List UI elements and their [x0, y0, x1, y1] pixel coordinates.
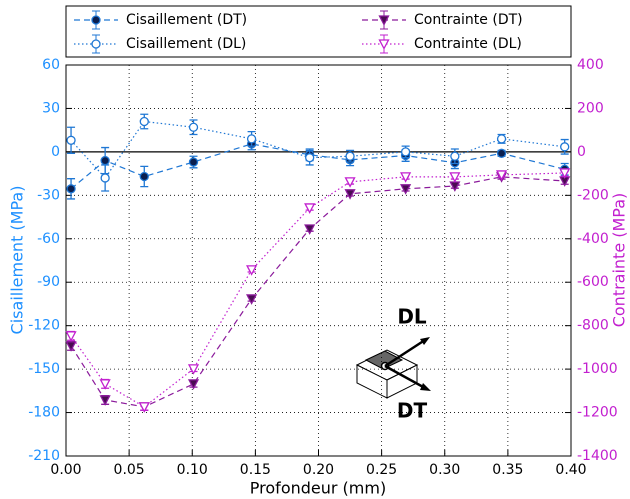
legend-marker — [378, 15, 390, 26]
legend-label: Contrainte (DT) — [414, 12, 523, 28]
legend-frame — [65, 5, 572, 58]
x-tick-label: 0.40 — [555, 462, 586, 478]
y2-axis-label: Contrainte (MPa) — [610, 193, 629, 328]
marker — [246, 294, 258, 305]
marker — [305, 153, 315, 163]
marker — [139, 171, 149, 182]
legend-label: Contrainte (DL) — [414, 36, 522, 52]
marker — [345, 151, 355, 161]
annotation: DT — [397, 399, 428, 423]
marker — [559, 168, 571, 179]
y-tick-label: -210 — [28, 448, 60, 464]
legend-marker — [91, 39, 101, 49]
marker — [344, 177, 356, 188]
marker — [304, 203, 316, 214]
x-tick-label: 0.20 — [303, 462, 334, 478]
marker — [100, 155, 110, 166]
x-tick-label: 0.25 — [366, 462, 397, 478]
orientation-diagram: DL DT — [355, 305, 431, 423]
y2-tick-label: -600 — [577, 274, 609, 290]
y-tick-label: -180 — [28, 405, 60, 421]
marker — [65, 331, 77, 342]
marker — [344, 189, 356, 200]
plot-frame — [65, 64, 572, 457]
marker — [304, 224, 316, 235]
marker — [139, 116, 149, 127]
y-tick-label: -90 — [37, 274, 60, 290]
series-line — [70, 176, 565, 408]
legend-label: Cisaillement (DT) — [126, 12, 247, 28]
y-tick-label: 0 — [51, 144, 60, 160]
marker — [449, 172, 461, 183]
y-tick-label: 60 — [42, 57, 60, 73]
marker — [246, 265, 258, 276]
y-tick-label: -30 — [37, 187, 60, 203]
x-tick-label: 0.00 — [50, 462, 81, 478]
y2-tick-label: 200 — [577, 100, 604, 116]
y2-tick-label: -1000 — [577, 361, 618, 377]
marker — [496, 134, 507, 144]
y2-tick-label: -200 — [577, 187, 609, 203]
y2-tick-label: 400 — [577, 57, 604, 73]
x-tick-label: 0.35 — [492, 462, 523, 478]
y-tick-label: -60 — [37, 231, 60, 247]
marker — [188, 122, 199, 132]
y2-tick-label: -1400 — [577, 448, 618, 464]
marker — [65, 341, 77, 352]
x-tick-label: 0.10 — [177, 462, 208, 478]
y-tick-label: -120 — [28, 318, 60, 334]
marker — [187, 379, 200, 390]
series-line — [70, 172, 565, 408]
series-line — [70, 143, 565, 190]
marker — [450, 151, 460, 161]
y-axis-label: Cisaillement (MPa) — [8, 186, 27, 335]
legend-marker — [91, 15, 101, 25]
marker — [66, 184, 76, 194]
series-line — [70, 120, 565, 179]
marker — [495, 170, 508, 181]
marker — [100, 173, 110, 183]
y2-tick-label: -800 — [577, 318, 609, 334]
y-tick-label: -150 — [28, 361, 60, 377]
x-tick-label: 0.30 — [429, 462, 460, 478]
marker — [400, 172, 412, 183]
x-axis-label: Profondeur (mm) — [250, 479, 386, 498]
y2-tick-label: -400 — [577, 231, 609, 247]
y2-tick-label: 0 — [577, 144, 586, 160]
marker — [188, 157, 199, 167]
marker — [496, 148, 507, 158]
marker — [560, 142, 570, 152]
x-tick-label: 0.15 — [240, 462, 271, 478]
y2-tick-label: -1200 — [577, 405, 618, 421]
marker — [400, 147, 411, 157]
annotation: DL — [397, 305, 427, 329]
marker — [99, 379, 111, 390]
legend-marker — [378, 39, 390, 50]
marker — [187, 364, 200, 375]
legend-label: Cisaillement (DL) — [126, 36, 246, 52]
marker — [246, 134, 257, 144]
marker — [449, 181, 461, 192]
marker — [66, 135, 76, 145]
x-tick-label: 0.05 — [114, 462, 145, 478]
marker — [400, 184, 412, 195]
marker — [99, 395, 111, 406]
y-tick-label: 30 — [42, 100, 60, 116]
marker — [138, 402, 150, 413]
